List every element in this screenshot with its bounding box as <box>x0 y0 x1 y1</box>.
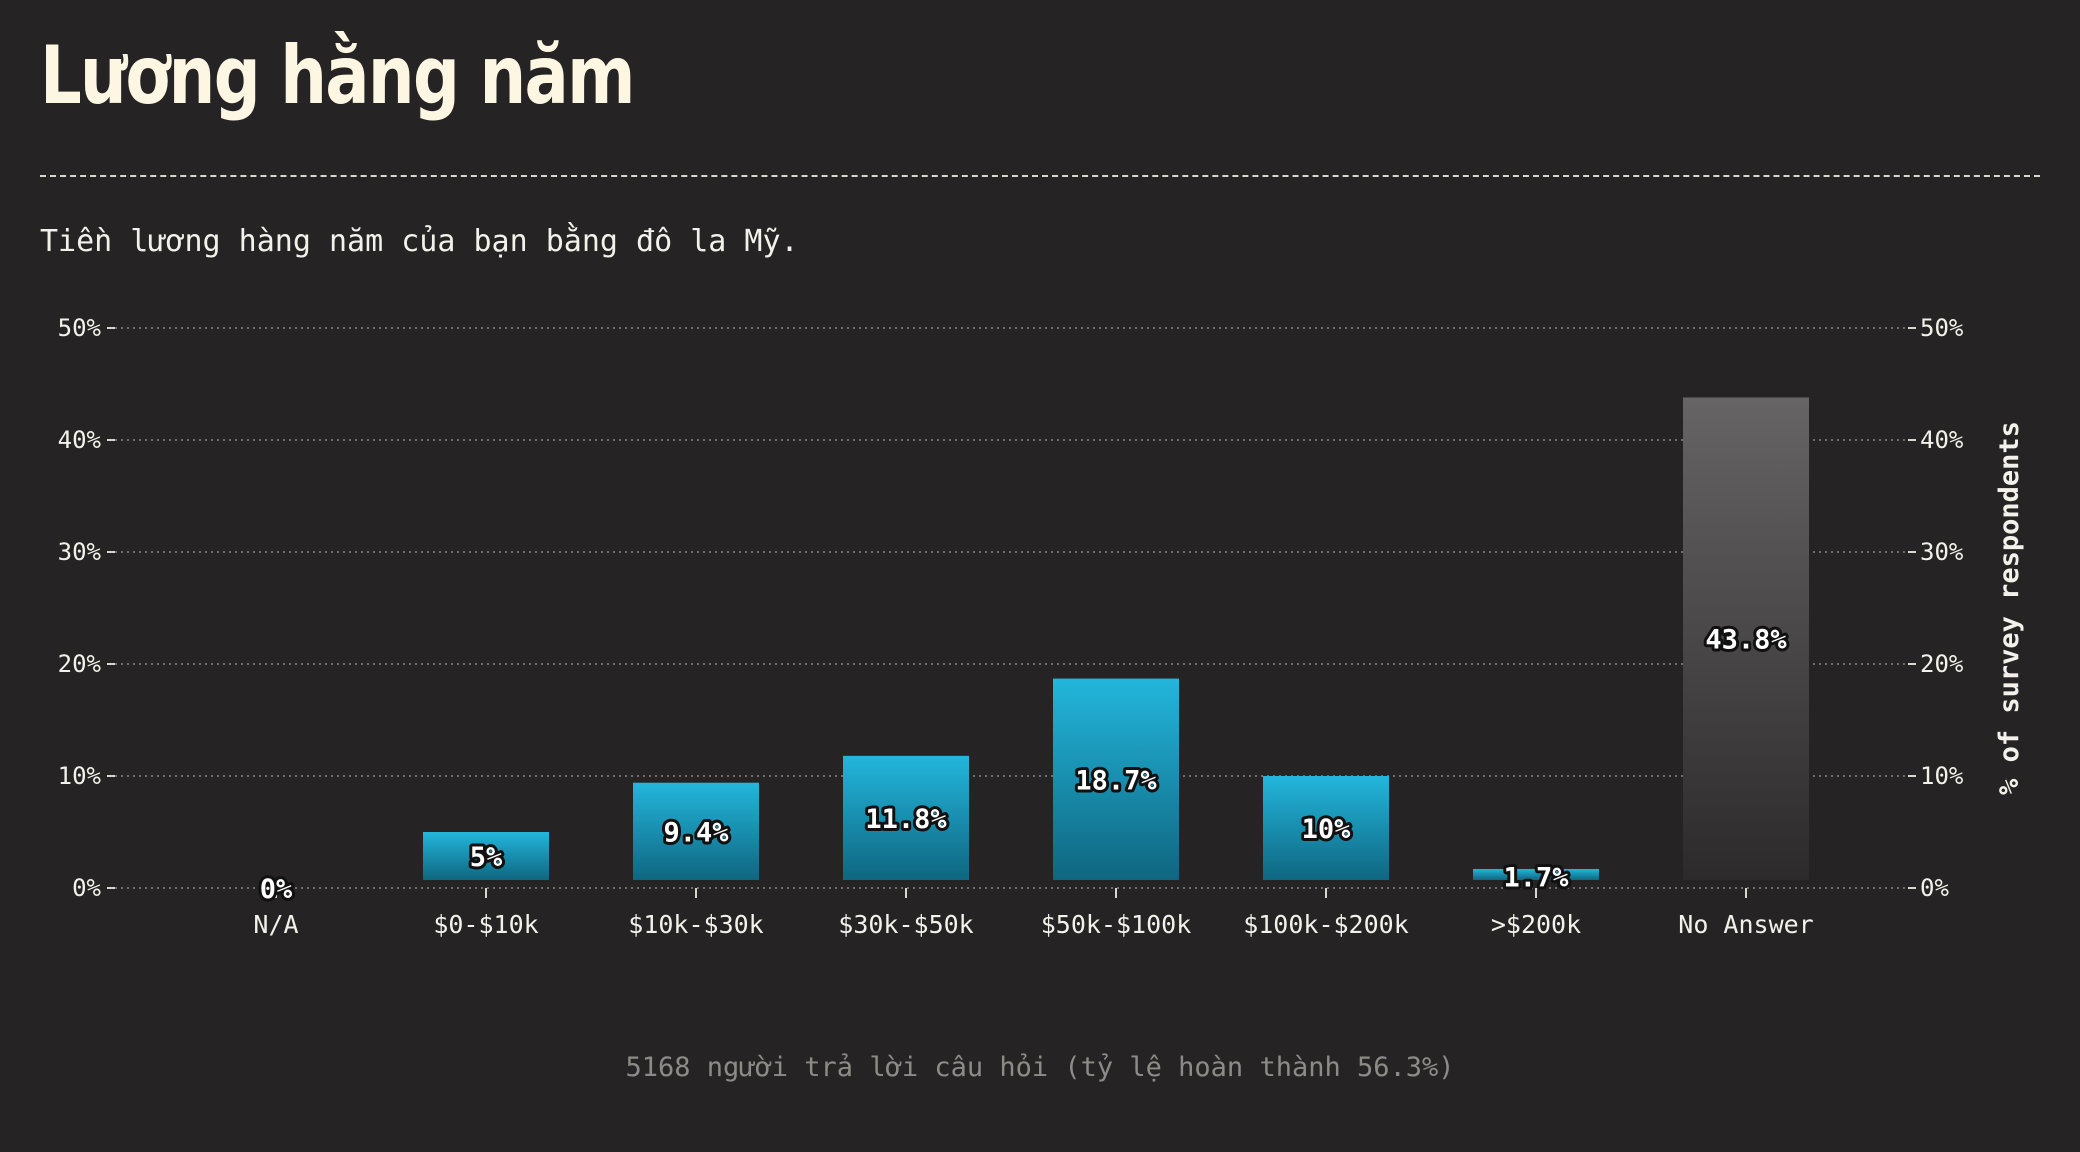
y-tick-label: 0% <box>72 874 101 902</box>
data-label: 1.7% <box>1503 862 1569 893</box>
chart-subtitle: Tiền lương hàng năm của bạn bằng đô la M… <box>40 224 799 259</box>
x-tick-label: >$200k <box>1491 910 1581 939</box>
data-label: 43.8% <box>1705 625 1787 656</box>
x-tick-label: $30k-$50k <box>838 910 973 939</box>
bar <box>1473 868 1599 880</box>
y-tick-label-right: 10% <box>1920 762 1964 790</box>
data-labels: 0% 5% 9.4% 11.8% 18.7% 10% 1.7% 43.8% <box>257 622 1791 908</box>
y-tick-label-right: 50% <box>1920 314 1964 342</box>
y-tick-label: 50% <box>58 314 102 342</box>
response-count-note: 5168 người trả lời câu hỏi (tỷ lệ hoàn t… <box>625 1052 1455 1083</box>
x-tick-label: N/A <box>253 910 298 939</box>
bar <box>1683 397 1809 880</box>
x-tick-label: $50k-$100k <box>1041 910 1192 939</box>
x-tick-label: $0-$10k <box>433 910 538 939</box>
data-label: 10% <box>1302 814 1352 845</box>
bar <box>843 755 969 880</box>
y-tick-label-right: 30% <box>1920 538 1964 566</box>
y-tick-label: 40% <box>58 426 102 454</box>
page-title: Lương hằng năm <box>40 29 636 122</box>
title-divider <box>40 175 2040 177</box>
y-tick-label-right: 0% <box>1920 874 1949 902</box>
x-tick-label: $100k-$200k <box>1243 910 1409 939</box>
y-tick-label: 10% <box>58 762 102 790</box>
bars <box>423 397 1809 880</box>
right-y-axis: 0% 10% 20% 30% 40% 50% <box>1908 314 1964 902</box>
y-tick-label: 30% <box>58 538 102 566</box>
data-label: 18.7% <box>1075 765 1157 796</box>
y-tick-label: 20% <box>58 650 102 678</box>
grid-lines <box>115 327 1908 889</box>
x-axis: N/A $0-$10k $10k-$30k $30k-$50k $50k-$100k $1… <box>253 888 1814 939</box>
bar <box>423 832 549 880</box>
data-label: 0% <box>260 874 293 905</box>
bar <box>633 782 759 880</box>
y-tick-label-right: 40% <box>1920 426 1964 454</box>
x-tick-label: No Answer <box>1678 910 1813 939</box>
bar <box>1053 678 1179 880</box>
left-y-axis: 0% 10% 20% 30% 40% 50% <box>58 314 115 902</box>
bar <box>1263 776 1389 880</box>
data-label: 5% <box>470 842 503 873</box>
data-label: 9.4% <box>663 817 729 848</box>
data-label: 11.8% <box>865 804 947 835</box>
y-tick-label-right: 20% <box>1920 650 1964 678</box>
y-axis-title: % of survey respondents <box>1994 421 2025 795</box>
bar-chart: 0% 10% 20% 30% 40% 50% 0% 10% 20% 30% 40% 50% N/A $… <box>58 314 2025 939</box>
x-tick-label: $10k-$30k <box>628 910 763 939</box>
